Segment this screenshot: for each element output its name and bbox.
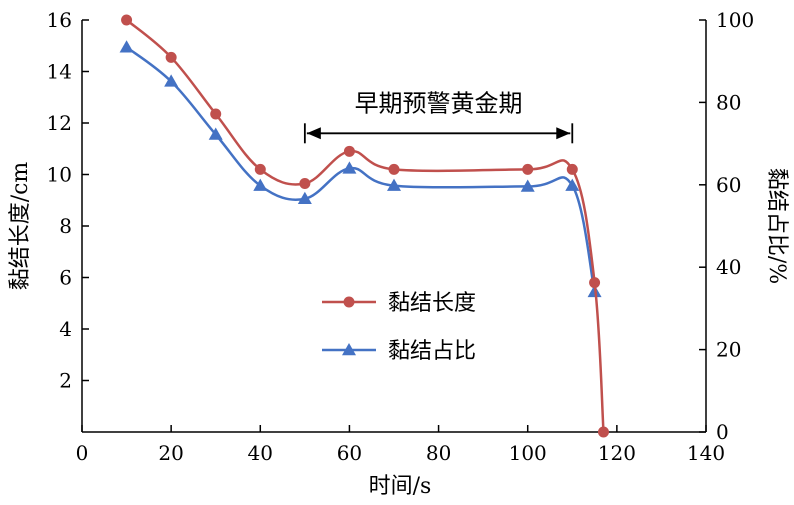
legend-label: 黏结长度 [388,291,476,316]
data-point [566,163,578,175]
y-tick-label: 8 [59,214,72,238]
axes: 0 20 40 60 80 100 120 140 2 4 6 8 10 12 14 16 0 20 40 60 80 1… [47,8,755,465]
y-tick-label: 16 [47,8,72,32]
data-point [121,14,133,26]
x-tick-label: 140 [687,441,725,465]
y-tick-label: 2 [59,369,72,393]
y2-axis-title: 黏结占比/% [764,168,789,284]
data-point [388,163,400,175]
data-point [297,191,312,205]
y2-tick-label: 40 [716,255,741,279]
y-tick-label: 6 [59,266,72,290]
data-point [565,178,580,191]
data-point [589,277,601,289]
y2-tick-label: 0 [716,420,729,444]
x-tick-label: 80 [426,441,451,465]
y2-tick-label: 20 [716,338,741,362]
data-point [299,178,311,190]
data-point [343,145,355,157]
series-circle [121,14,609,438]
legend-item: 黏结长度 [322,291,476,316]
x-tick-label: 120 [598,441,636,465]
y2-tick-label: 60 [716,173,741,197]
annotation-arrowhead-right [556,127,571,140]
y-axis-title: 黏结长度/cm [8,162,33,291]
data-point [210,108,222,120]
annotation-label: 早期预警黄金期 [355,89,523,117]
data-point [522,163,534,175]
x-tick-label: 0 [76,441,89,465]
data-point [165,51,177,63]
data-point [520,179,535,192]
data-point [164,74,179,87]
data-point [119,40,134,53]
legend-swatch-marker [343,296,355,308]
data-point [387,178,401,191]
y2-tick-label: 100 [716,8,754,32]
legend-swatch-marker [342,343,356,356]
series-layer [119,14,609,438]
x-tick-label: 60 [337,441,362,465]
y2-tick-label: 80 [716,90,741,114]
series-triangle [119,40,602,298]
annotation-arrowhead-left [306,127,321,140]
legend-item: 黏结占比 [322,339,476,364]
annotation: 早期预警黄金期 [303,89,574,144]
data-point [253,178,268,191]
data-point [254,163,266,175]
legend-label: 黏结占比 [388,339,476,364]
y-tick-label: 10 [47,163,72,187]
y-tick-label: 12 [47,111,72,135]
x-tick-label: 100 [509,441,547,465]
y-tick-label: 14 [47,60,72,84]
x-tick-label: 40 [248,441,273,465]
x-axis-title: 时间/s [369,474,432,499]
x-tick-label: 20 [158,441,183,465]
data-point [342,161,357,174]
data-point [597,426,609,438]
y-tick-label: 4 [59,317,72,341]
series-line [125,19,605,433]
data-point [208,127,223,140]
